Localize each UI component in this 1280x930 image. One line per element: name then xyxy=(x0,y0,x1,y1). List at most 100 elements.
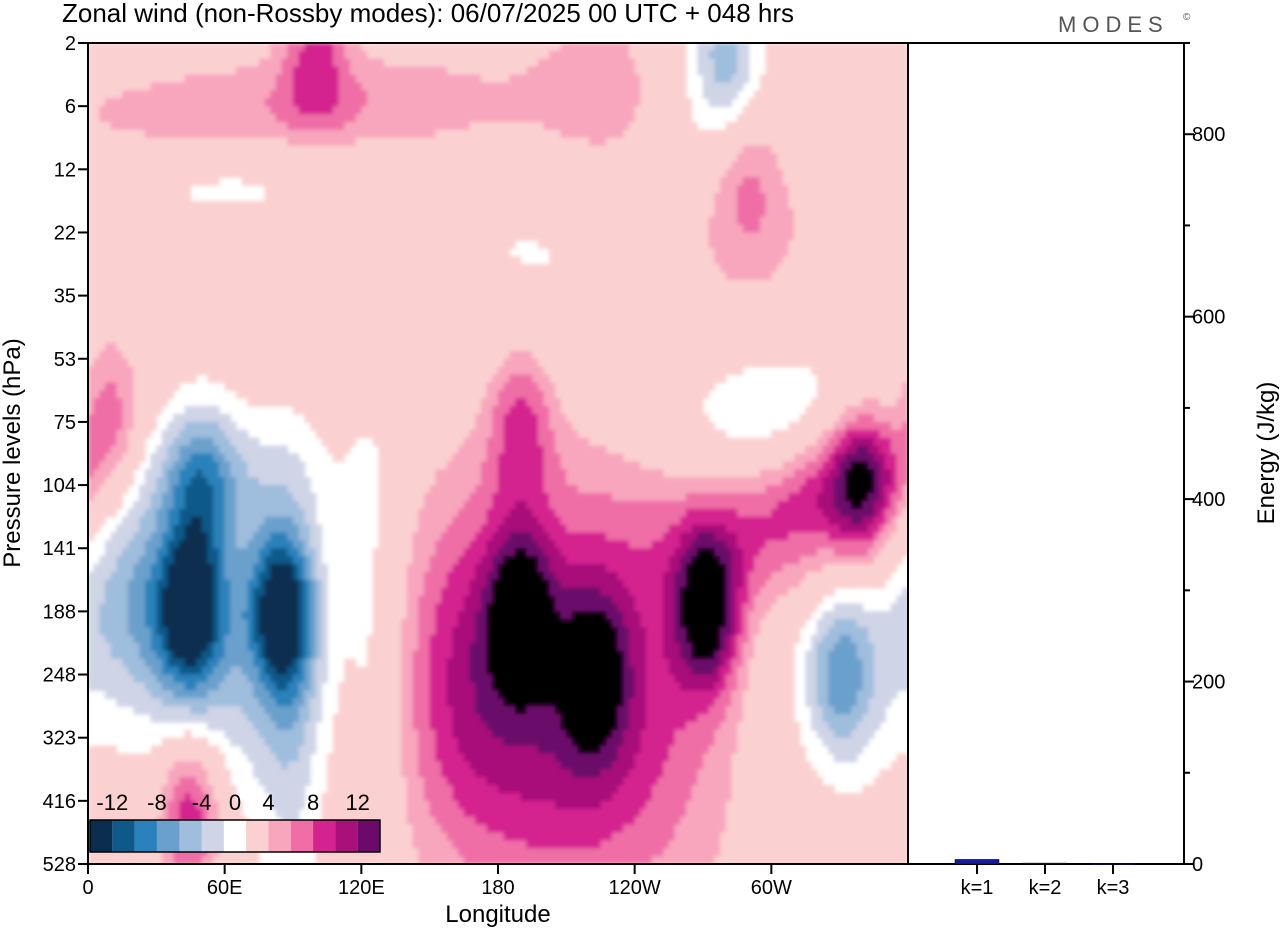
heatmap-cell xyxy=(742,287,750,297)
heatmap-cell xyxy=(99,264,106,273)
heatmap-cell xyxy=(714,169,721,178)
heatmap-cell xyxy=(720,192,727,202)
heatmap-cell xyxy=(777,50,784,60)
heatmap-cell xyxy=(503,279,510,289)
heatmap-cell xyxy=(606,106,613,115)
heatmap-cell xyxy=(885,240,892,249)
heatmap-cell xyxy=(156,58,163,68)
heatmap-cell xyxy=(782,161,790,170)
heatmap-cell xyxy=(395,185,402,194)
heatmap-cell xyxy=(879,224,886,234)
heatmap-cell xyxy=(327,90,334,99)
heatmap-cell xyxy=(509,256,516,265)
heatmap-cell xyxy=(423,311,431,320)
heatmap-cell xyxy=(879,271,886,281)
heatmap-cell xyxy=(327,319,334,328)
heatmap-cell xyxy=(349,169,357,178)
heatmap-cell xyxy=(566,248,573,257)
heatmap-cell xyxy=(213,114,220,123)
heatmap-cell xyxy=(691,287,698,297)
heatmap-cell xyxy=(247,287,254,297)
heatmap-cell xyxy=(549,216,556,226)
heatmap-cell xyxy=(885,74,892,84)
heatmap-cell xyxy=(406,169,414,178)
heatmap-cell xyxy=(179,287,186,297)
heatmap-cell xyxy=(469,264,476,273)
heatmap-cell xyxy=(680,264,687,273)
heatmap-cell xyxy=(589,240,596,249)
heatmap-cell xyxy=(594,271,602,281)
heatmap-cell xyxy=(799,153,807,163)
heatmap-cell xyxy=(110,121,118,131)
heatmap-cell xyxy=(532,185,539,194)
heatmap-cell xyxy=(315,90,323,99)
heatmap-cell xyxy=(782,232,790,241)
heatmap-cell xyxy=(799,82,807,91)
heatmap-cell xyxy=(213,303,220,312)
heatmap-cell xyxy=(116,295,123,305)
heatmap-cell xyxy=(372,200,380,210)
heatmap-cell xyxy=(577,153,585,163)
heatmap-cell xyxy=(207,106,214,115)
heatmap-cell xyxy=(822,271,829,281)
heatmap-cell xyxy=(685,185,693,194)
heatmap-cell xyxy=(714,287,721,297)
heatmap-cell xyxy=(537,271,545,281)
heatmap-cell xyxy=(759,192,767,202)
heatmap-cell xyxy=(811,66,818,76)
heatmap-cell xyxy=(327,264,334,273)
heatmap-cell xyxy=(902,216,908,226)
heatmap-cell xyxy=(127,145,135,155)
heatmap-cell xyxy=(127,66,135,76)
heatmap-cell xyxy=(88,295,95,305)
heatmap-cell xyxy=(765,145,772,155)
heatmap-cell xyxy=(868,82,875,91)
heatmap-cell xyxy=(577,303,585,312)
heatmap-cell xyxy=(156,129,163,139)
heatmap-cell xyxy=(213,106,220,115)
heatmap-cell xyxy=(264,248,271,257)
heatmap-cell xyxy=(492,50,499,60)
heatmap-cell xyxy=(418,74,425,84)
heatmap-cell xyxy=(594,208,602,218)
heatmap-cell xyxy=(902,137,908,147)
heatmap-cell xyxy=(646,248,653,257)
heatmap-cell xyxy=(532,271,539,281)
heatmap-cell xyxy=(406,129,414,139)
heatmap-cell xyxy=(503,161,510,170)
heatmap-cell xyxy=(139,271,146,281)
heatmap-cell xyxy=(315,121,323,131)
heatmap-cell xyxy=(526,145,533,155)
heatmap-cell xyxy=(868,287,875,297)
heatmap-cell xyxy=(270,240,277,249)
heatmap-cell xyxy=(526,177,533,186)
heatmap-cell xyxy=(196,264,203,273)
heatmap-cell xyxy=(486,58,493,68)
heatmap-cell xyxy=(680,161,687,170)
heatmap-cell xyxy=(640,43,647,52)
heatmap-cell xyxy=(788,177,795,186)
heatmap-cell xyxy=(196,161,203,170)
heatmap-cell xyxy=(110,145,118,155)
heatmap-cell xyxy=(463,43,471,52)
heatmap-cell xyxy=(748,295,755,305)
heatmap-cell xyxy=(139,208,146,218)
heatmap-cell xyxy=(287,240,294,249)
heatmap-cell xyxy=(560,137,567,147)
heatmap-cell xyxy=(674,74,681,84)
heatmap-cell xyxy=(224,240,231,249)
heatmap-cell xyxy=(759,311,767,320)
heatmap-cell xyxy=(788,43,795,52)
heatmap-cell xyxy=(691,192,698,202)
heatmap-cell xyxy=(367,58,374,68)
heatmap-cell xyxy=(890,224,898,234)
heatmap-cell xyxy=(275,82,283,91)
heatmap-cell xyxy=(338,114,345,123)
heatmap-cell xyxy=(463,287,471,297)
heatmap-cell xyxy=(378,121,385,131)
heatmap-cell xyxy=(99,43,106,52)
heatmap-cell xyxy=(355,74,362,84)
heatmap-cell xyxy=(463,66,471,76)
heatmap-cell xyxy=(418,319,425,328)
